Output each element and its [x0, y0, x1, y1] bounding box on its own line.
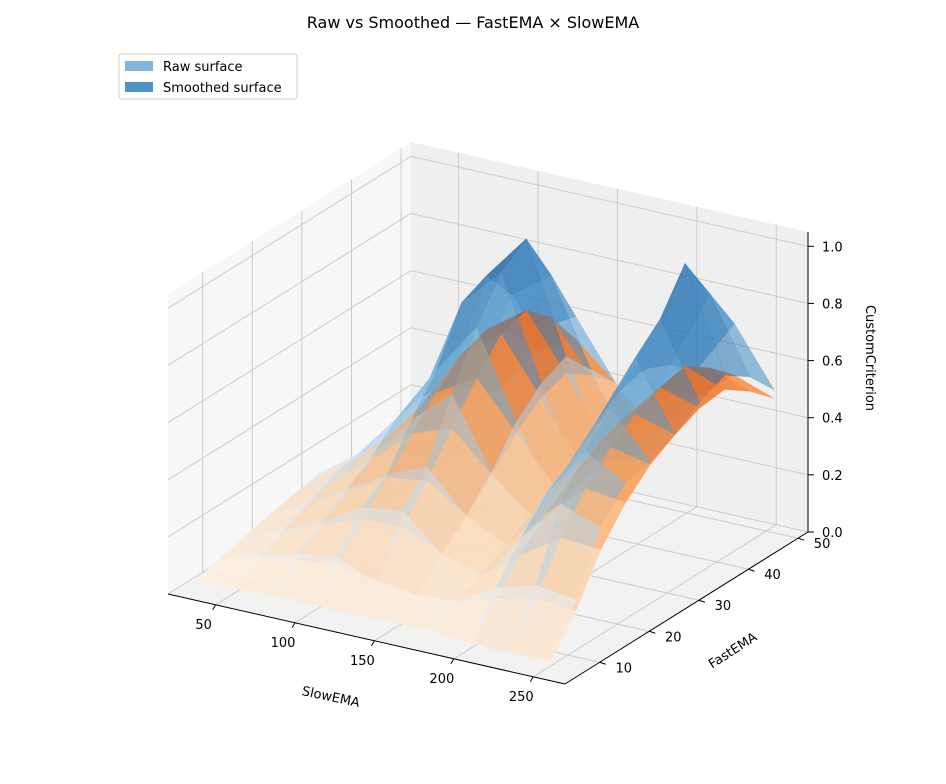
- legend-label-raw: Raw surface: [163, 60, 243, 75]
- grid-line-z: [167, 155, 412, 309]
- z-tick-label: 0.6: [822, 355, 843, 370]
- legend-swatch-raw: [125, 61, 153, 71]
- x-axis-line: [167, 593, 566, 685]
- axis-layer: 5010015020025010203040500.00.20.40.60.81…: [167, 232, 843, 705]
- y-tick-label: 10: [615, 661, 632, 676]
- grid-line-z: [410, 212, 809, 304]
- grid-line-x: [533, 524, 777, 678]
- y-axis-label: FastEMA: [706, 630, 760, 672]
- x-tick-label: 250: [509, 690, 534, 705]
- y-tick: [698, 599, 706, 603]
- x-tick: [371, 640, 375, 647]
- chart-title: Raw vs Smoothed — FastEMA × SlowEMA: [307, 13, 640, 32]
- smoothed-surface-facet: [511, 599, 577, 662]
- y-tick: [649, 630, 656, 634]
- x-tick: [450, 658, 455, 665]
- y-tick: [797, 537, 805, 541]
- y-tick: [599, 661, 606, 665]
- grid-line-z: [167, 213, 412, 366]
- y-axis-line: [564, 531, 809, 685]
- x-tick-label: 150: [350, 654, 375, 669]
- grid-line-z: [167, 384, 412, 538]
- y-tick-label: 20: [665, 630, 682, 645]
- grid-line-z: [167, 327, 412, 481]
- surface-layer: [193, 238, 775, 662]
- x-axis-label: SlowEMA: [300, 684, 361, 711]
- left-pane: [168, 142, 411, 594]
- x-tick: [291, 622, 296, 629]
- x-tick: [529, 676, 534, 683]
- x-tick-label: 100: [271, 636, 296, 651]
- x-tick-label: 50: [195, 618, 212, 633]
- z-tick-label: 1.0: [822, 240, 843, 255]
- legend-label-smoothed: Smoothed surface: [163, 81, 282, 96]
- z-tick-label: 0.2: [822, 469, 843, 484]
- legend: Raw surface Smoothed surface: [118, 53, 298, 100]
- z-tick-label: 0.8: [822, 297, 843, 312]
- y-tick-label: 50: [814, 537, 831, 552]
- y-tick-label: 40: [764, 568, 781, 583]
- x-tick-label: 200: [429, 672, 454, 687]
- legend-swatch-smoothed: [125, 82, 153, 92]
- z-tick-label: 0.4: [822, 412, 843, 427]
- z-tick-label: 0.0: [822, 526, 843, 541]
- grid-line-z: [410, 155, 809, 247]
- x-tick: [212, 604, 217, 611]
- y-tick-label: 30: [715, 599, 732, 614]
- z-axis-label: CustomCriterion: [862, 305, 877, 411]
- legend-frame: [118, 53, 298, 100]
- y-tick: [748, 568, 755, 572]
- grid-line-z: [167, 270, 412, 423]
